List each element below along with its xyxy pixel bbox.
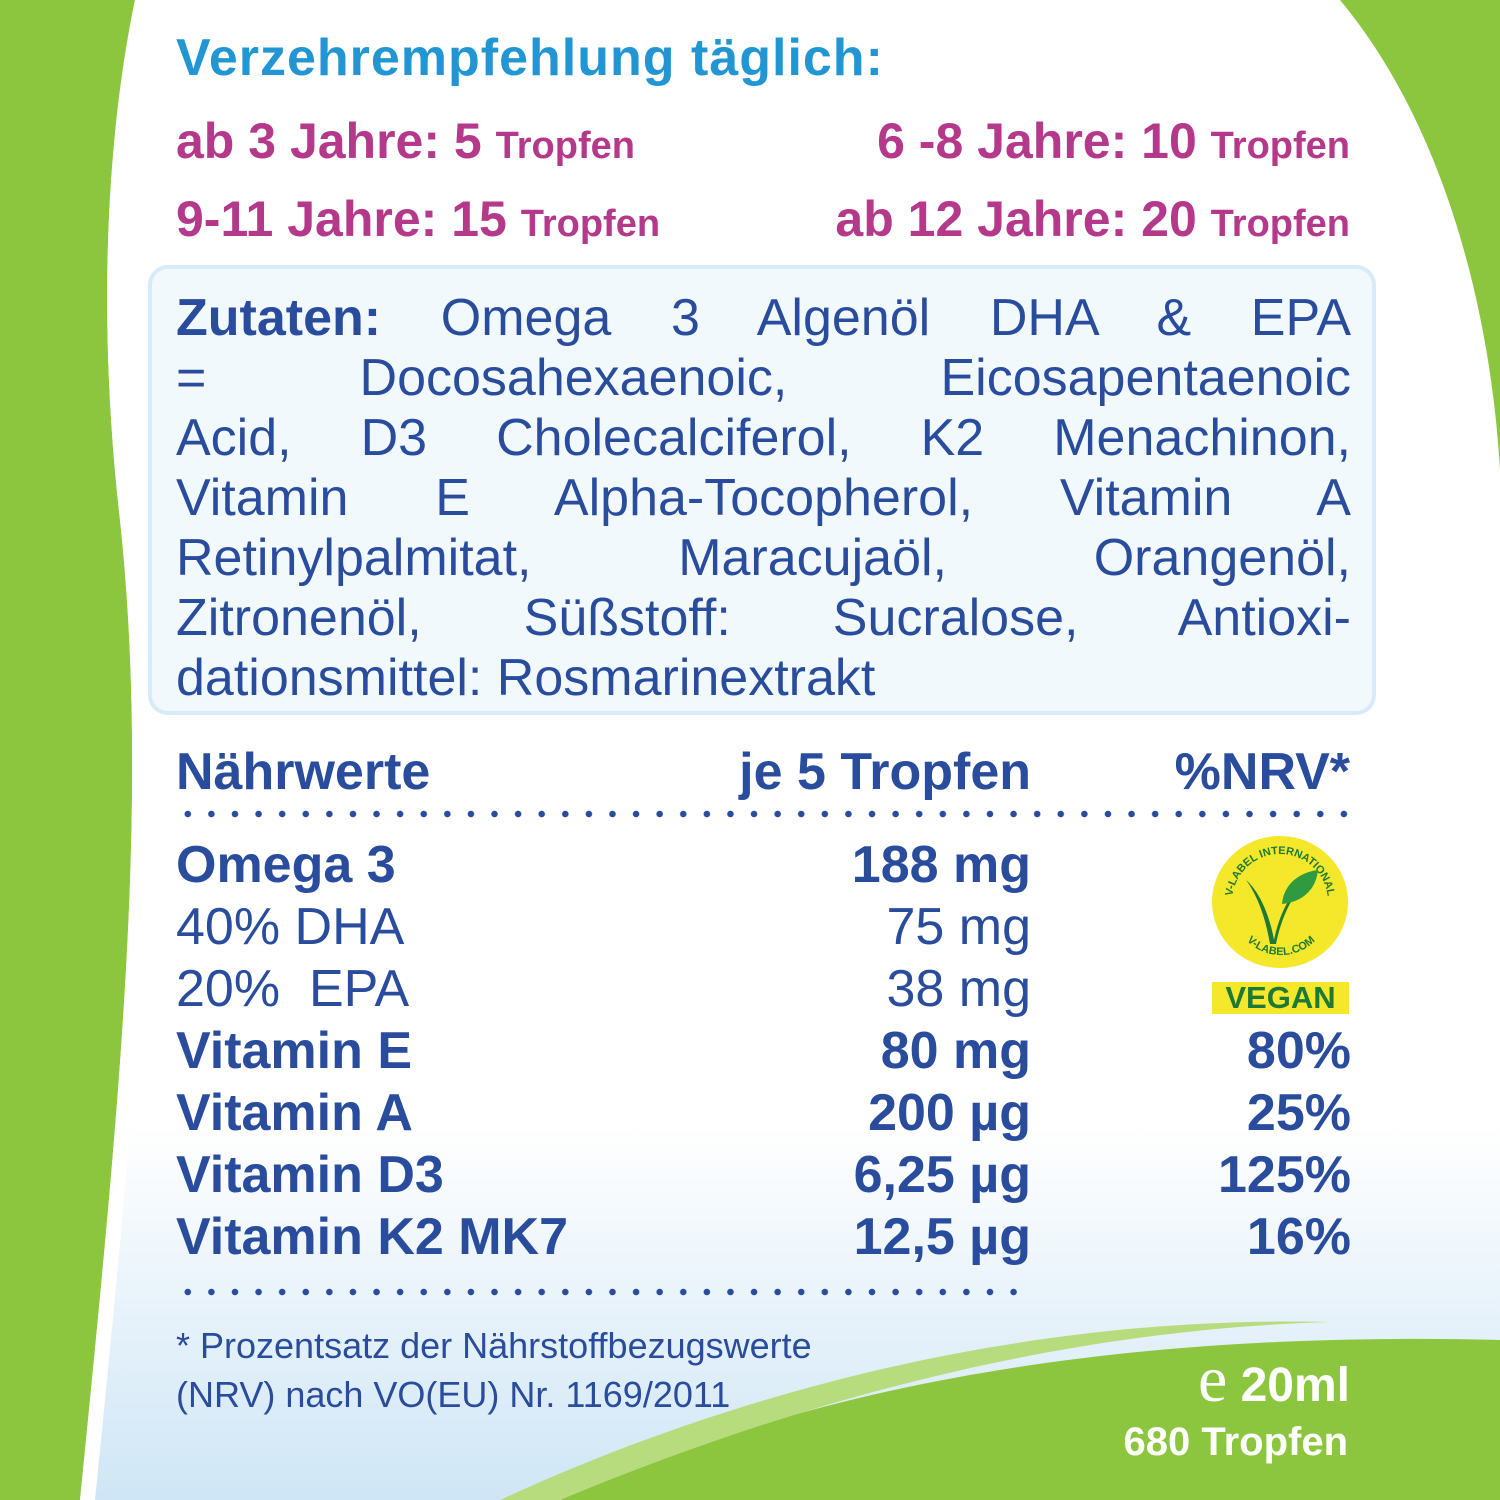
header-nrv: %NRV* [1174,743,1350,801]
dosage-item: 9-11 Jahre: 15 Tropfen [176,191,661,247]
table-row: Vitamin E 80 mg 80% [176,1022,1351,1080]
drop-count: 680 Tropfen [1123,1420,1348,1464]
table-row: 40% DHA 75 mg [176,898,1031,956]
table-row: Vitamin K2 MK7 12,5 µg 16% [176,1208,1351,1266]
dosage-item: ab 3 Jahre: 5 Tropfen [176,113,635,169]
dosage-item: 6 -8 Jahre: 10 Tropfen [877,113,1350,169]
vegan-badge: VEGAN [1212,982,1349,1014]
ingredients-label: Zutaten: [176,289,382,347]
table-row: Omega 3 188 mg [176,836,1031,894]
table-row: Vitamin A 200 µg 25% [176,1084,1351,1142]
ingredients-box [148,265,1376,715]
ingredients-text: Zutaten: Omega 3 Algenöl DHA & EPA = Doc… [176,289,1352,707]
dosage-heading: Verzehrempfehlung täglich: [176,29,884,87]
header-nutrients: Nährwerte [176,743,431,801]
footnote-line: (NRV) nach VO(EU) Nr. 1169/2011 [176,1374,731,1415]
dosage-item: ab 12 Jahre: 20 Tropfen [835,191,1350,247]
dotted-divider [176,810,1356,818]
v-label-logo-icon: V-LABEL INTERNATIONAL V-LABEL.COM [1212,836,1348,968]
footnote-line: * Prozentsatz der Nährstoffbezugswerte [176,1325,812,1366]
header-per-5-drops: je 5 Tropfen [739,743,1031,801]
e-mark-icon: e [1197,1343,1228,1416]
dotted-divider [176,1288,1031,1296]
table-row: 20% EPA 38 mg [176,960,1031,1018]
table-row: Vitamin D3 6,25 µg 125% [176,1146,1351,1204]
volume: e 20ml [1197,1343,1350,1416]
